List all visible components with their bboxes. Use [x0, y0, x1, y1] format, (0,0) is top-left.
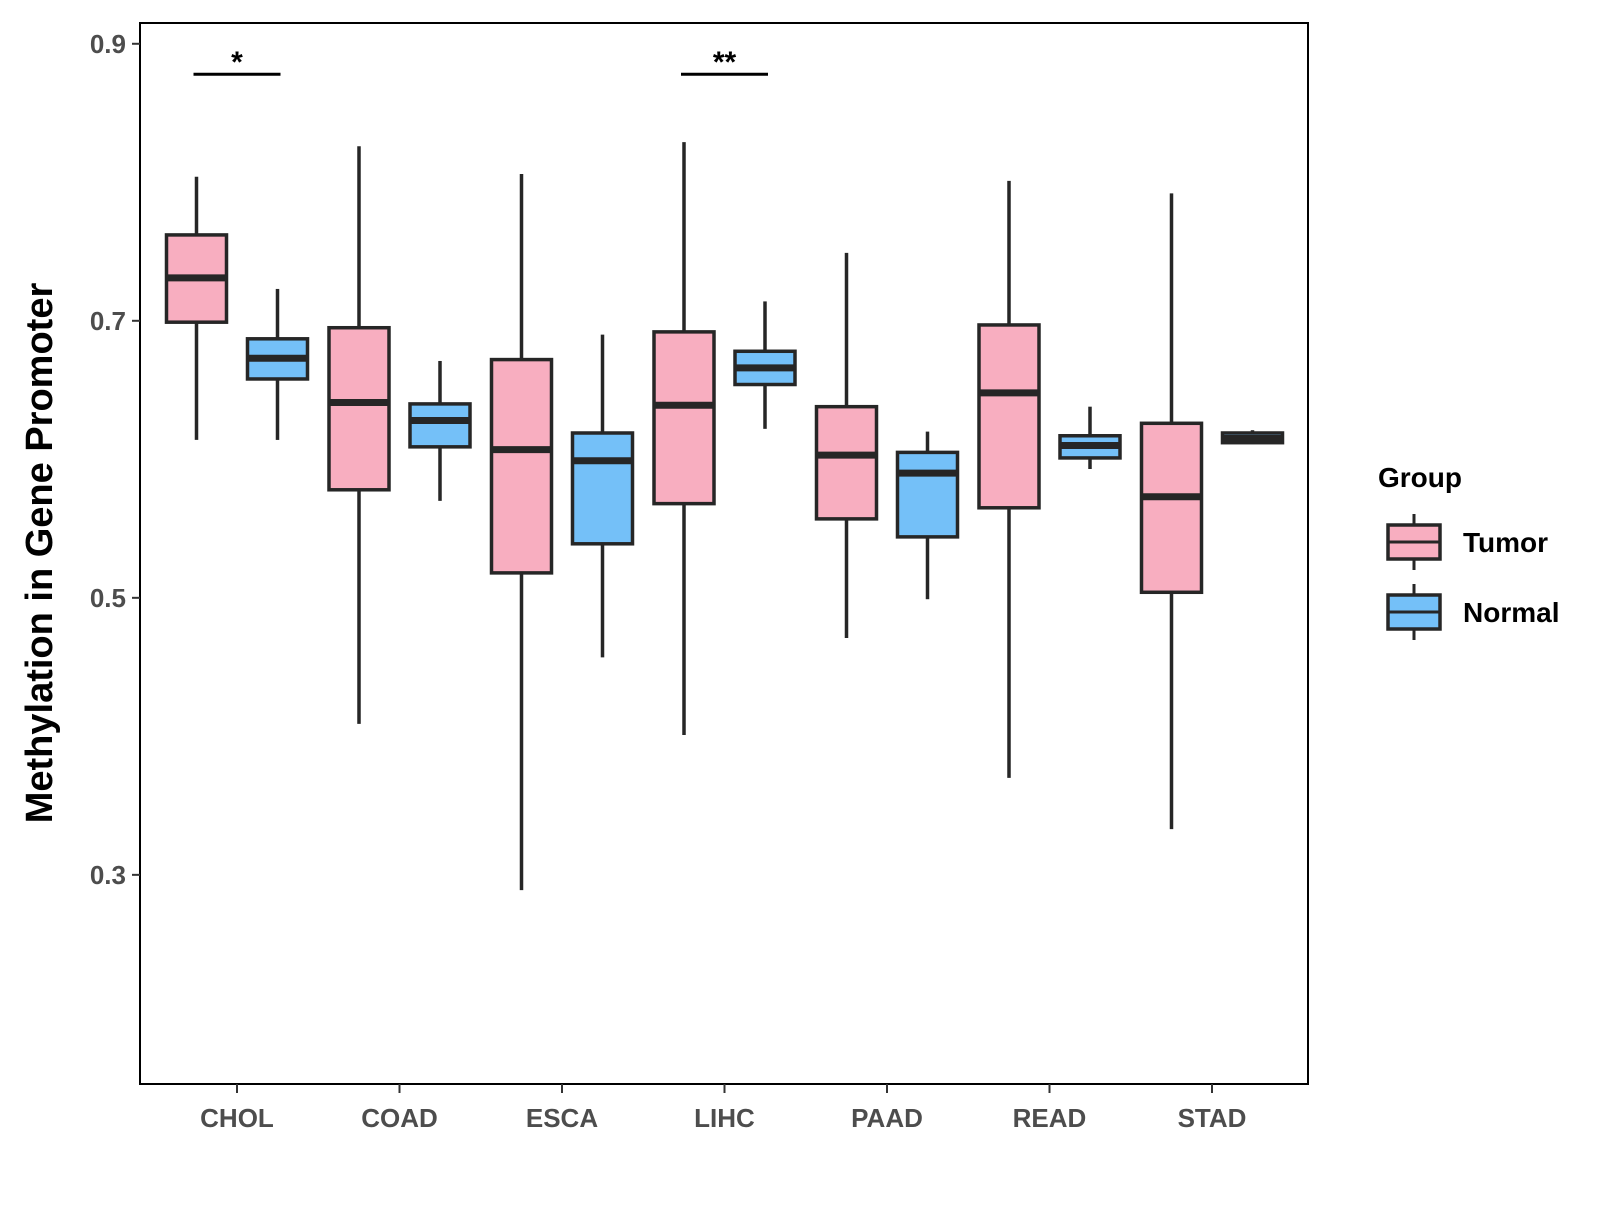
- box-tumor-esca: [489, 173, 554, 891]
- y-axis: 0.3 0.5 0.7 0.9: [90, 29, 140, 890]
- box-normal-lihc: [733, 301, 797, 429]
- box-iqr: [814, 404, 879, 521]
- x-axis: CHOL COAD ESCA LIHC PAAD READ STAD: [200, 1084, 1246, 1133]
- box-tumor-paad: [814, 252, 879, 638]
- box-tumor-read: [977, 180, 1041, 778]
- box-normal-esca: [570, 334, 635, 658]
- significance-annotations: * **: [193, 46, 768, 79]
- boxes-group: [164, 142, 1285, 891]
- box-normal-chol: [245, 288, 310, 440]
- plot-panel-border: [139, 22, 1309, 1085]
- y-axis-title: Methylation in Gene Promoter: [19, 283, 61, 824]
- box-iqr: [652, 330, 716, 506]
- x-tick-label: ESCA: [526, 1103, 598, 1133]
- y-tick-label: 0.3: [90, 860, 126, 890]
- box-normal-read: [1058, 406, 1122, 470]
- significance-label: **: [713, 46, 737, 79]
- box-iqr: [570, 431, 635, 546]
- legend-label: Normal: [1463, 597, 1559, 628]
- box-tumor-coad: [327, 146, 391, 724]
- y-tick-label: 0.7: [90, 306, 126, 336]
- x-tick-label: CHOL: [200, 1103, 274, 1133]
- box-normal-stad: [1220, 430, 1285, 445]
- legend-item-normal: Normal: [1386, 584, 1559, 640]
- box-normal-coad: [408, 360, 472, 501]
- box-iqr: [977, 323, 1041, 510]
- legend-item-tumor: Tumor: [1386, 514, 1548, 570]
- box-tumor-stad: [1139, 193, 1204, 830]
- y-tick-label: 0.5: [90, 583, 126, 613]
- x-tick-label: READ: [1013, 1103, 1087, 1133]
- x-tick-label: LIHC: [694, 1103, 755, 1133]
- box-iqr: [1139, 421, 1204, 595]
- box-normal-paad: [895, 431, 960, 600]
- box-iqr: [895, 450, 960, 539]
- legend-label: Tumor: [1463, 527, 1548, 558]
- significance-label: *: [231, 46, 243, 79]
- x-tick-label: STAD: [1178, 1103, 1247, 1133]
- x-tick-label: COAD: [361, 1103, 438, 1133]
- box-iqr: [489, 357, 554, 575]
- box-iqr: [408, 402, 472, 449]
- legend-title: Group: [1378, 462, 1462, 493]
- legend: Group Tumor Normal: [1378, 462, 1559, 640]
- box-iqr: [327, 325, 391, 492]
- x-tick-label: PAAD: [851, 1103, 923, 1133]
- y-tick-label: 0.9: [90, 29, 126, 59]
- box-tumor-lihc: [652, 142, 716, 735]
- box-tumor-chol: [164, 176, 229, 440]
